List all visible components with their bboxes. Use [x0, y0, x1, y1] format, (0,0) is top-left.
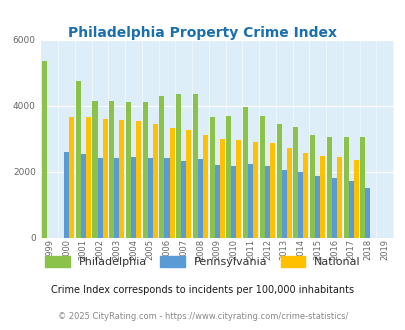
Bar — [303, 153, 308, 238]
Bar — [343, 137, 348, 238]
Bar — [85, 117, 91, 238]
Bar — [176, 94, 181, 238]
Bar — [243, 107, 247, 238]
Bar — [152, 124, 158, 238]
Bar — [92, 101, 97, 238]
Bar — [81, 154, 85, 238]
Text: Philadelphia Property Crime Index: Philadelphia Property Crime Index — [68, 26, 337, 40]
Bar — [192, 94, 198, 238]
Bar — [247, 164, 253, 238]
Bar — [198, 159, 202, 238]
Text: Crime Index corresponds to incidents per 100,000 inhabitants: Crime Index corresponds to incidents per… — [51, 285, 354, 295]
Bar — [169, 128, 174, 238]
Text: © 2025 CityRating.com - https://www.cityrating.com/crime-statistics/: © 2025 CityRating.com - https://www.city… — [58, 312, 347, 321]
Bar — [109, 101, 114, 238]
Bar — [136, 121, 141, 238]
Bar — [159, 96, 164, 238]
Bar — [360, 137, 364, 238]
Bar — [286, 148, 291, 238]
Bar — [281, 170, 286, 238]
Bar — [353, 160, 358, 238]
Bar — [314, 176, 320, 238]
Bar — [202, 135, 207, 238]
Bar — [226, 115, 231, 238]
Bar — [147, 158, 152, 238]
Bar — [181, 161, 186, 238]
Bar — [364, 188, 369, 238]
Bar — [331, 178, 336, 238]
Bar — [320, 156, 324, 238]
Bar — [143, 102, 147, 238]
Bar — [76, 81, 81, 238]
Bar — [131, 157, 136, 238]
Bar — [276, 124, 281, 238]
Bar — [326, 137, 331, 238]
Bar — [186, 130, 191, 238]
Bar — [209, 117, 214, 238]
Bar — [336, 157, 341, 238]
Bar — [42, 61, 47, 238]
Bar — [269, 143, 274, 238]
Bar — [69, 117, 74, 238]
Legend: Philadelphia, Pennsylvania, National: Philadelphia, Pennsylvania, National — [45, 256, 360, 268]
Bar — [309, 135, 314, 238]
Bar — [236, 140, 241, 238]
Bar — [126, 102, 131, 238]
Bar — [214, 165, 219, 238]
Bar — [293, 127, 298, 238]
Bar — [97, 158, 102, 238]
Bar — [264, 166, 269, 238]
Bar — [231, 166, 236, 238]
Bar — [164, 158, 169, 238]
Bar — [114, 158, 119, 238]
Bar — [102, 119, 107, 238]
Bar — [64, 152, 69, 238]
Bar — [219, 139, 224, 238]
Bar — [298, 172, 303, 238]
Bar — [259, 115, 264, 238]
Bar — [253, 142, 258, 238]
Bar — [119, 120, 124, 238]
Bar — [348, 181, 353, 238]
